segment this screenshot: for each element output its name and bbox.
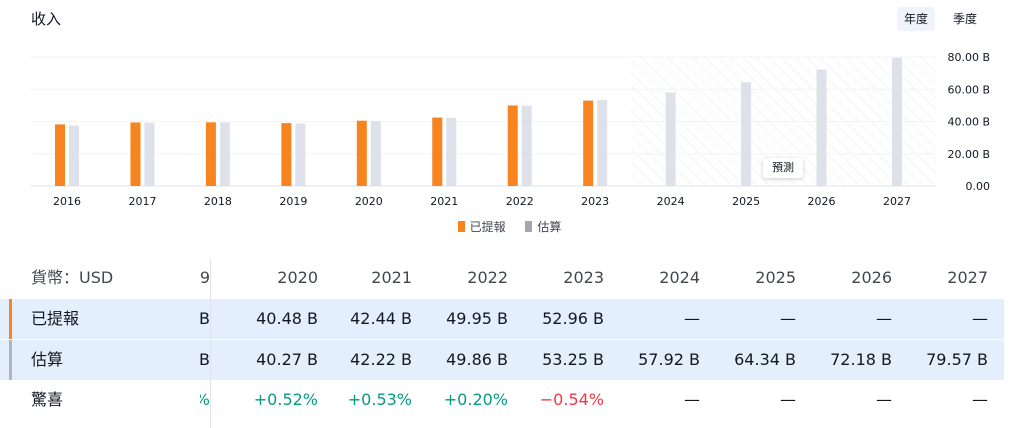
x-tick-label: 2017 — [128, 195, 156, 208]
col-header: 2021 — [371, 268, 412, 287]
bar-estimate[interactable] — [219, 122, 230, 186]
revenue-chart: 2016 2017 2018 2019 2020 2021 2022 2023 2024 2025… — [30, 51, 991, 208]
table-cell: +0.52% — [253, 390, 318, 409]
table-cell: 52.96 B — [542, 309, 604, 328]
legend-estimate-swatch — [525, 221, 533, 232]
row-label: 估算 — [31, 350, 64, 369]
table-cell: 49.86 B — [446, 350, 508, 369]
table-row-surprise[interactable]: 驚喜 3% +0.52% +0.53% +0.20% −0.54% — — — … — [0, 380, 1004, 420]
bar-reported[interactable] — [205, 122, 216, 186]
clipped-cell: 3% — [200, 380, 210, 420]
table-cell: 53.25 B — [542, 350, 604, 369]
clipped-cell: 7 B — [200, 309, 210, 328]
y-tick-label: 40.00 B — [947, 116, 990, 129]
legend-reported-label: 已提報 — [469, 220, 506, 234]
x-tick-label: 2019 — [279, 195, 307, 208]
table-cell: 57.92 B — [638, 350, 700, 369]
table-cell: 40.27 B — [256, 350, 318, 369]
currency-label: 貨幣：USD — [31, 268, 114, 287]
row-label: 已提報 — [31, 309, 80, 328]
row-color-bar — [9, 340, 12, 380]
bar-reported[interactable] — [55, 124, 65, 186]
table-row-reported[interactable]: 已提報 7 B 40.48 B 42.44 B 49.95 B 52.96 B … — [0, 299, 1004, 339]
bar-reported[interactable] — [130, 122, 141, 186]
table-scroll-divider — [210, 258, 211, 428]
table-cell: −0.54% — [539, 390, 604, 409]
clipped-cell: 19 — [200, 268, 210, 287]
x-tick-label: 2016 — [53, 195, 81, 208]
clipped-cell: 4 B — [200, 350, 210, 369]
table-cell: — — [684, 309, 700, 328]
bar-reported[interactable] — [583, 100, 594, 186]
table-cell: 42.44 B — [350, 309, 412, 328]
legend-estimate[interactable]: 估算 — [525, 218, 561, 235]
table-cell: 64.34 B — [734, 350, 796, 369]
bar-estimate[interactable] — [816, 69, 827, 186]
table-cell: — — [972, 309, 988, 328]
bar-estimate[interactable] — [295, 123, 306, 186]
table-cell: — — [972, 390, 988, 409]
col-header: 2026 — [851, 268, 892, 287]
x-tick-label: 2021 — [430, 195, 458, 208]
table-cell: 42.22 B — [350, 350, 412, 369]
y-tick-label: 60.00 B — [947, 83, 990, 96]
table-cell: 40.48 B — [256, 309, 318, 328]
table-cell: — — [780, 390, 796, 409]
legend-reported[interactable]: 已提報 — [457, 218, 506, 235]
y-tick-label: 0.00 — [966, 180, 991, 193]
row-color-bar — [9, 299, 12, 339]
bar-estimate[interactable] — [521, 105, 532, 186]
bar-reported[interactable] — [432, 117, 443, 186]
col-header: 2023 — [563, 268, 604, 287]
x-tick-label: 2023 — [581, 195, 609, 208]
bar-estimate[interactable] — [597, 100, 608, 186]
table-cell: +0.20% — [443, 390, 508, 409]
page-title: 收入 — [31, 10, 62, 28]
x-tick-label: 2018 — [204, 195, 232, 208]
row-label: 驚喜 — [31, 390, 64, 409]
x-tick-label: 2022 — [506, 195, 534, 208]
col-header: 2027 — [947, 268, 988, 287]
bar-estimate[interactable] — [446, 117, 457, 186]
chart-legend: 已提報 估算 — [0, 218, 1019, 235]
bar-estimate[interactable] — [665, 92, 676, 186]
bar-estimate[interactable] — [370, 121, 381, 186]
col-header: 2024 — [659, 268, 700, 287]
y-tick-label: 80.00 B — [947, 51, 990, 64]
x-tick-label: 2027 — [883, 195, 911, 208]
bar-estimate[interactable] — [144, 122, 155, 186]
col-header: 2020 — [277, 268, 318, 287]
table-cell: — — [684, 390, 700, 409]
bar-reported[interactable] — [507, 105, 518, 186]
table-cell: — — [876, 390, 892, 409]
x-tick-label: 2025 — [732, 195, 760, 208]
x-tick-label: 2024 — [657, 195, 685, 208]
table-cell: +0.53% — [347, 390, 412, 409]
legend-reported-swatch — [457, 221, 465, 232]
table-cell: — — [876, 309, 892, 328]
bar-estimate[interactable] — [741, 82, 752, 186]
bar-estimate[interactable] — [892, 57, 902, 186]
table-cell: — — [780, 309, 796, 328]
table-header-row: 貨幣：USD 19 2020 2021 2022 2023 2024 2025 … — [0, 258, 1004, 298]
table-cell: 72.18 B — [830, 350, 892, 369]
table-cell: 79.57 B — [926, 350, 988, 369]
bar-reported[interactable] — [281, 123, 292, 186]
x-tick-label: 2020 — [355, 195, 383, 208]
y-tick-label: 20.00 B — [947, 148, 990, 161]
table-row-estimate[interactable]: 估算 4 B 40.27 B 42.22 B 49.86 B 53.25 B 5… — [0, 340, 1004, 380]
forecast-tooltip: 預測 — [763, 158, 803, 178]
bar-reported[interactable] — [356, 120, 367, 186]
bar-estimate[interactable] — [69, 125, 79, 186]
legend-estimate-label: 估算 — [537, 220, 562, 234]
tab-quarterly[interactable]: 季度 — [953, 12, 978, 26]
col-header: 2025 — [755, 268, 796, 287]
table-cell: 49.95 B — [446, 309, 508, 328]
x-tick-label: 2026 — [808, 195, 836, 208]
col-header: 2022 — [467, 268, 508, 287]
tab-annual[interactable]: 年度 — [897, 7, 936, 31]
